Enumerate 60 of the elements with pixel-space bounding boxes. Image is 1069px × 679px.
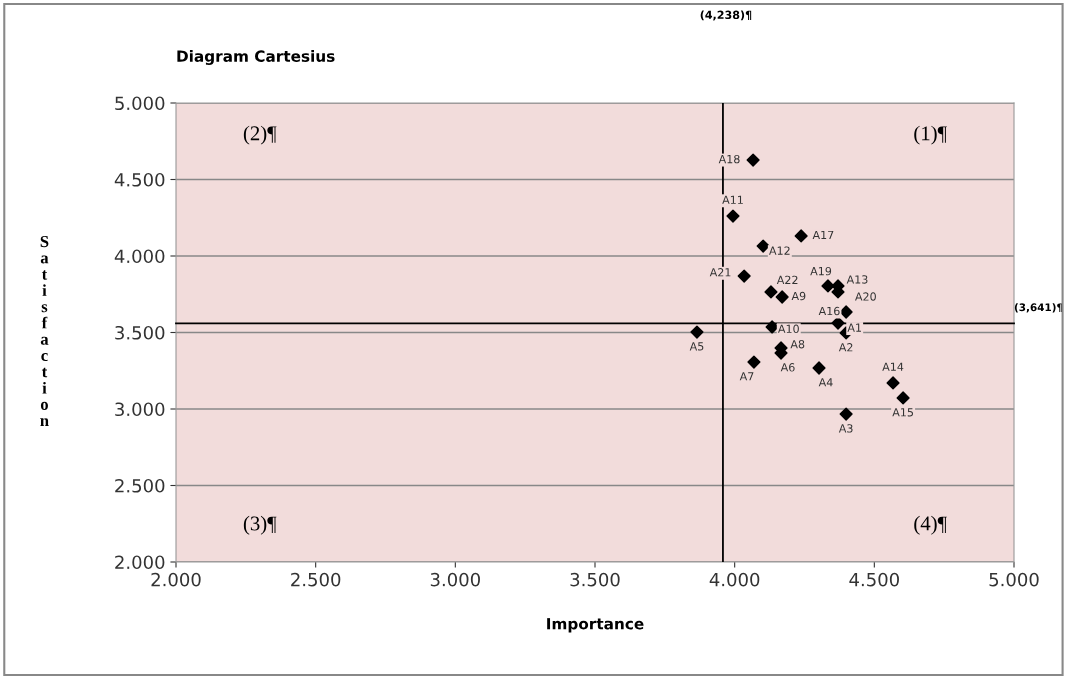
point bbox=[737, 269, 751, 283]
point bbox=[764, 285, 778, 299]
annotation: (1)¶ bbox=[914, 125, 947, 145]
point bbox=[775, 290, 789, 304]
annotation: A13 bbox=[846, 275, 868, 284]
annotation: A1 bbox=[847, 323, 861, 332]
y-tick-label: 4.000 bbox=[114, 249, 165, 264]
annotation: (3)¶ bbox=[243, 515, 277, 535]
annotation: A5 bbox=[689, 342, 704, 351]
point bbox=[746, 153, 760, 167]
point bbox=[896, 391, 910, 405]
annotation: A19 bbox=[810, 266, 832, 276]
x-tick-label: 2.000 bbox=[151, 572, 201, 587]
x-tick-label: 4.000 bbox=[709, 572, 760, 587]
point bbox=[812, 361, 826, 375]
annotation: A22 bbox=[776, 275, 798, 284]
annotation: (2)¶ bbox=[243, 125, 277, 145]
annotation: A16 bbox=[818, 306, 840, 316]
annotation: A20 bbox=[855, 292, 876, 301]
y-tick-label: 2.500 bbox=[115, 478, 165, 493]
annotation: (4)¶ bbox=[914, 515, 947, 535]
annotation: A8 bbox=[790, 339, 805, 349]
point bbox=[747, 355, 761, 369]
x-axis-title: Importance bbox=[547, 618, 644, 633]
annotation: A21 bbox=[709, 268, 731, 277]
point bbox=[821, 279, 835, 293]
y-tick-label: 5.000 bbox=[115, 96, 165, 111]
annotation: A2 bbox=[838, 343, 853, 352]
point bbox=[839, 407, 853, 421]
y-tick-label: 3.000 bbox=[115, 402, 165, 417]
point bbox=[839, 305, 853, 319]
annotation: A3 bbox=[838, 424, 853, 433]
y-tick-label: 4.500 bbox=[114, 172, 165, 187]
point bbox=[756, 239, 770, 253]
y-tick-label: 2.000 bbox=[115, 555, 165, 570]
annotation: A10 bbox=[777, 324, 799, 333]
point bbox=[794, 229, 808, 243]
x-tick-label: 2.500 bbox=[291, 572, 341, 587]
text: (4,238)¶ bbox=[700, 10, 752, 21]
point bbox=[690, 325, 704, 339]
annotation: A9 bbox=[791, 291, 806, 301]
annotation: A7 bbox=[739, 372, 754, 381]
text: (3,641)¶ bbox=[1014, 303, 1063, 313]
x-tick-label: 5.000 bbox=[989, 572, 1039, 587]
point bbox=[726, 209, 740, 223]
point bbox=[886, 376, 900, 390]
x-tick-label: 3.000 bbox=[430, 572, 480, 587]
x-tick-label: 4.500 bbox=[849, 572, 899, 587]
annotation: A12 bbox=[769, 246, 790, 255]
annotation: A18 bbox=[718, 154, 740, 164]
annotation: A17 bbox=[812, 230, 834, 240]
x-tick-label: 3.500 bbox=[570, 572, 620, 587]
annotation: A6 bbox=[780, 363, 795, 372]
text: Satisfaction bbox=[40, 235, 49, 426]
y-tick-label: 3.500 bbox=[115, 325, 165, 340]
annotation: A4 bbox=[818, 378, 833, 387]
annotation: A15 bbox=[892, 408, 913, 417]
chart-title: Diagram Cartesius bbox=[177, 50, 335, 65]
annotation: A14 bbox=[882, 362, 904, 371]
annotation: A11 bbox=[722, 195, 743, 204]
